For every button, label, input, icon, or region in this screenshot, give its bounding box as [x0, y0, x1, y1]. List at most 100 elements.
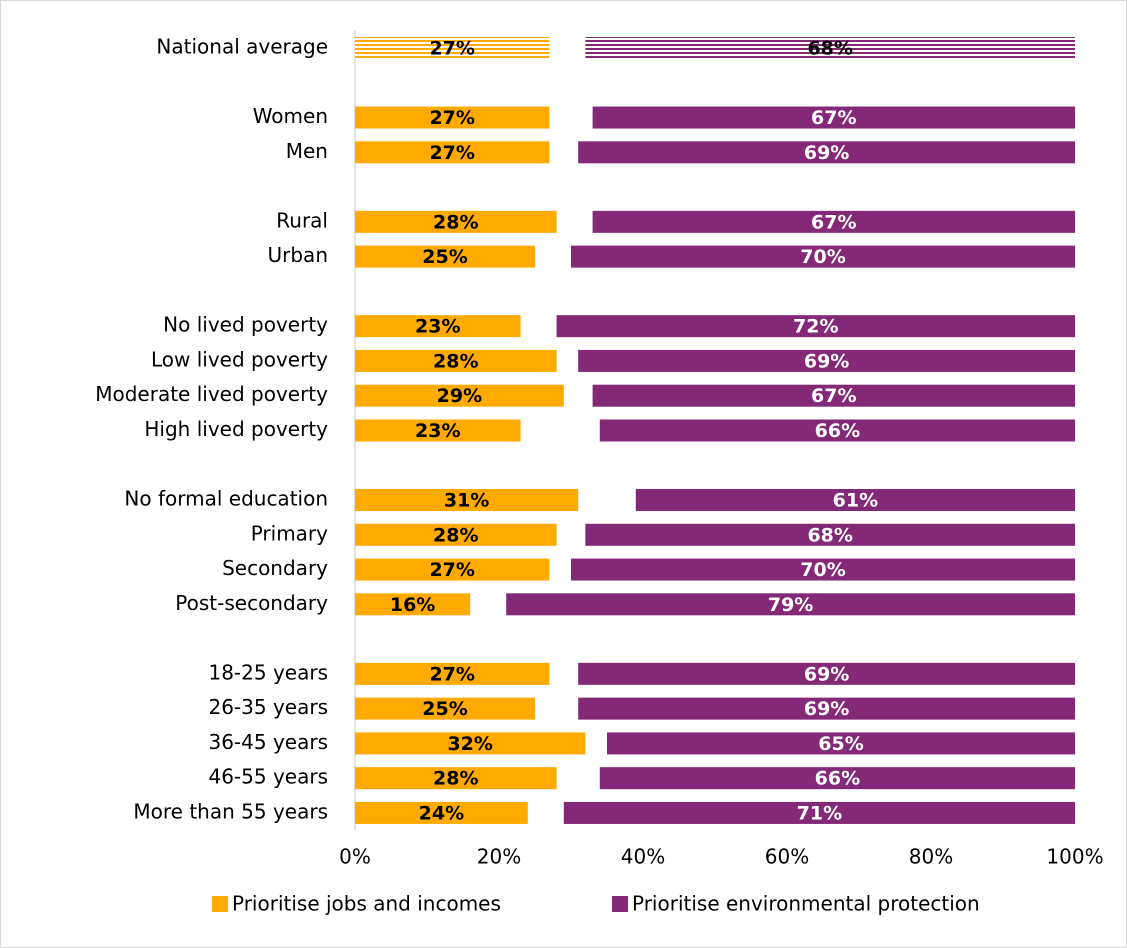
- value-label: 16%: [390, 594, 435, 616]
- bar: [556, 315, 1075, 338]
- category-label: 18-25 years: [208, 660, 328, 684]
- category-label: 26-35 years: [208, 695, 328, 719]
- bar: [607, 732, 1075, 755]
- bar: [585, 37, 1075, 59]
- value-label: 70%: [800, 246, 845, 268]
- legend-swatch: [212, 896, 228, 912]
- value-label: 66%: [815, 768, 860, 790]
- bar: [563, 801, 1075, 824]
- bar: [355, 315, 521, 338]
- x-tick-label: 40%: [621, 845, 665, 869]
- bar: [578, 662, 1075, 685]
- value-label: 29%: [437, 385, 482, 407]
- legend-swatch: [612, 896, 628, 912]
- category-label: Women: [253, 104, 328, 128]
- bar: [355, 245, 535, 268]
- category-label: Primary: [251, 521, 328, 545]
- category-label: Moderate lived poverty: [95, 382, 328, 406]
- value-label: 25%: [422, 246, 467, 268]
- bar: [592, 384, 1075, 407]
- value-label: 61%: [833, 490, 878, 512]
- value-label: 32%: [447, 733, 492, 755]
- bar: [355, 662, 550, 685]
- bar: [571, 558, 1075, 581]
- value-label: 65%: [818, 733, 863, 755]
- category-label: National average: [156, 35, 328, 59]
- bar: [355, 419, 521, 442]
- value-label: 79%: [768, 594, 813, 616]
- value-label: 31%: [444, 490, 489, 512]
- value-label: 68%: [807, 524, 852, 546]
- bar: [355, 767, 557, 790]
- bar: [578, 141, 1075, 164]
- bar: [355, 384, 564, 407]
- bar: [355, 489, 579, 512]
- value-label: 28%: [433, 768, 478, 790]
- value-label: 28%: [433, 211, 478, 233]
- category-label: Secondary: [222, 556, 328, 580]
- value-label: 69%: [804, 698, 849, 720]
- category-label: Post-secondary: [175, 591, 328, 615]
- bar: [592, 210, 1075, 233]
- x-tick-label: 80%: [909, 845, 953, 869]
- category-label: 36-45 years: [208, 730, 328, 754]
- category-label: 46-55 years: [208, 765, 328, 789]
- value-label: 23%: [415, 420, 460, 442]
- value-label: 72%: [793, 316, 838, 338]
- value-label: 28%: [433, 524, 478, 546]
- bar: [355, 732, 586, 755]
- x-tick-label: 20%: [477, 845, 521, 869]
- bar: [578, 349, 1075, 372]
- x-tick-label: 60%: [765, 845, 809, 869]
- category-label: No formal education: [124, 487, 328, 511]
- value-label: 70%: [800, 559, 845, 581]
- category-label: No lived poverty: [163, 313, 328, 337]
- bar: [506, 593, 1075, 616]
- bar: [355, 801, 528, 824]
- bar: [592, 106, 1075, 129]
- value-label: 68%: [807, 38, 852, 60]
- value-label: 27%: [429, 663, 474, 685]
- value-label: 23%: [415, 316, 460, 338]
- value-label: 27%: [429, 38, 474, 60]
- bar: [578, 697, 1075, 720]
- value-label: 67%: [811, 385, 856, 407]
- category-label: Urban: [268, 243, 329, 267]
- value-label: 67%: [811, 211, 856, 233]
- bar: [355, 697, 535, 720]
- bar: [355, 106, 550, 129]
- x-tick-label: 0%: [339, 845, 371, 869]
- value-label: 71%: [797, 802, 842, 824]
- bar: [355, 593, 471, 616]
- bar: [355, 210, 557, 233]
- bar: [571, 245, 1075, 268]
- bar: [599, 419, 1075, 442]
- value-label: 69%: [804, 350, 849, 372]
- bar: [355, 37, 550, 59]
- category-label: More than 55 years: [133, 799, 328, 823]
- bar: [355, 523, 557, 546]
- category-label: Rural: [276, 208, 328, 232]
- value-label: 69%: [804, 142, 849, 164]
- bar: [355, 141, 550, 164]
- legend-label: Prioritise jobs and incomes: [232, 892, 501, 916]
- value-label: 28%: [433, 350, 478, 372]
- bar: [635, 489, 1075, 512]
- value-label: 27%: [429, 559, 474, 581]
- bar: [585, 523, 1075, 546]
- category-label: Low lived poverty: [151, 347, 328, 371]
- category-label: High lived poverty: [144, 417, 328, 441]
- bar: [355, 349, 557, 372]
- bar: [355, 558, 550, 581]
- value-label: 27%: [429, 107, 474, 129]
- value-label: 69%: [804, 663, 849, 685]
- legend-label: Prioritise environmental protection: [632, 892, 980, 916]
- value-label: 25%: [422, 698, 467, 720]
- value-label: 67%: [811, 107, 856, 129]
- value-label: 24%: [419, 802, 464, 824]
- value-label: 27%: [429, 142, 474, 164]
- bar: [599, 767, 1075, 790]
- x-tick-label: 100%: [1046, 845, 1103, 869]
- value-label: 66%: [815, 420, 860, 442]
